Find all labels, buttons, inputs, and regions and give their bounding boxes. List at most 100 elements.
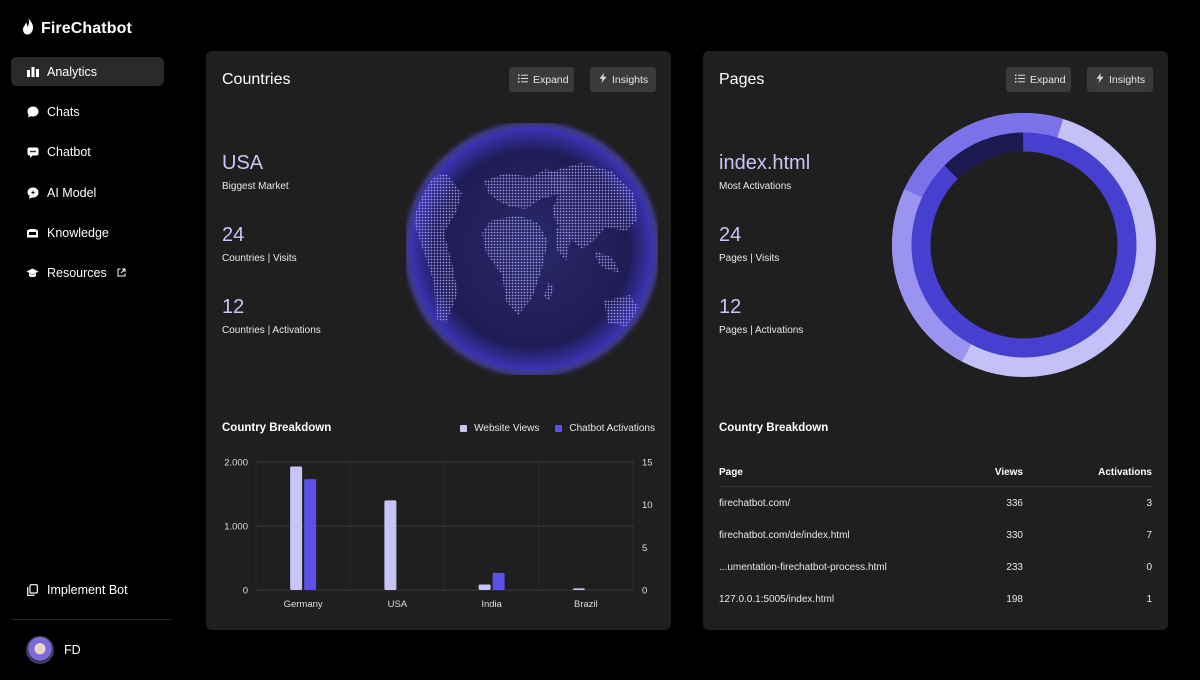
cell-activations: 0 xyxy=(1146,561,1152,573)
section-title: Country Breakdown xyxy=(719,422,829,434)
table-row[interactable]: firechatbot.com/ 336 3 xyxy=(719,487,1152,519)
pages-table: Page Views Activations firechatbot.com/ … xyxy=(719,459,1152,615)
cell-page: ...umentation-firechatbot-process.html xyxy=(719,561,887,573)
column-header-views[interactable]: Views xyxy=(994,467,1023,478)
continent-africa xyxy=(482,215,548,315)
column-header-activations[interactable]: Activations xyxy=(1098,467,1152,478)
section-title: Country Breakdown xyxy=(222,422,332,434)
continent-madagascar xyxy=(544,283,554,301)
cell-views: 336 xyxy=(1006,497,1023,509)
bar-website-views xyxy=(572,588,585,590)
stat-label: Countries | Visits xyxy=(222,253,297,264)
stat-value: 12 xyxy=(719,296,742,318)
sidebar-divider xyxy=(11,619,171,620)
continent-asia xyxy=(546,163,638,249)
user-menu[interactable]: FD xyxy=(26,636,81,664)
y-tick-left: 1.000 xyxy=(224,522,248,533)
expand-button[interactable]: Expand xyxy=(1006,67,1071,92)
stat-value: index.html xyxy=(719,152,811,174)
copy-icon xyxy=(26,583,39,596)
sidebar-item-label: Chatbot xyxy=(47,145,91,160)
cell-page: firechatbot.com/de/index.html xyxy=(719,529,850,541)
donut-inner-dark-segment xyxy=(911,132,1137,358)
table-row[interactable]: firechatbot.com/de/index.html 330 7 xyxy=(719,519,1152,551)
external-link-icon xyxy=(117,266,126,280)
cell-activations: 7 xyxy=(1146,529,1152,541)
chart-legend: Website Views Chatbot Activations xyxy=(460,423,655,434)
table-row[interactable]: ...umentation-firechatbot-process.html 2… xyxy=(719,551,1152,583)
y-tick-right: 10 xyxy=(642,500,653,511)
user-initials: FD xyxy=(64,643,81,657)
cell-page: firechatbot.com/ xyxy=(719,497,791,509)
continent-americas xyxy=(414,173,462,323)
brand-name: FireChatbot xyxy=(41,20,132,37)
bar-website-views xyxy=(384,500,397,590)
sidebar-item-label: Resources xyxy=(47,266,107,281)
sidebar-item-label: Chats xyxy=(47,104,80,119)
expand-label: Expand xyxy=(1030,73,1066,86)
sidebar-item-resources[interactable]: Resources xyxy=(11,259,164,288)
cell-activations: 3 xyxy=(1146,497,1152,509)
sidebar-item-analytics[interactable]: Analytics xyxy=(11,57,164,86)
panel-title: Countries xyxy=(222,71,291,88)
countries-panel: Countries Expand Insights USA Biggest Ma… xyxy=(206,51,671,630)
lightning-icon xyxy=(1096,73,1104,86)
sidebar-item-chatbot[interactable]: Chatbot xyxy=(11,138,164,167)
cell-views: 198 xyxy=(1006,593,1023,605)
panel-title: Pages xyxy=(719,71,765,88)
cell-views: 233 xyxy=(1006,561,1023,573)
stat-label: Biggest Market xyxy=(222,181,289,192)
stat-value: 24 xyxy=(719,224,742,246)
sidebar-item-chats[interactable]: Chats xyxy=(11,97,164,126)
sidebar-item-knowledge[interactable]: Knowledge xyxy=(11,219,164,248)
list-icon xyxy=(518,74,528,86)
country-bar-chart: 0 1.000 2.000 0 5 10 15 Germany USA India Brazil xyxy=(224,458,653,611)
implement-bot-section: Implement Bot xyxy=(11,575,164,615)
stat-label: Most Activations xyxy=(719,181,792,192)
stat-label: Pages | Activations xyxy=(719,325,804,336)
continent-india xyxy=(556,227,572,261)
donut-inner-ring xyxy=(911,132,1137,358)
legend-label: Chatbot Activations xyxy=(569,423,655,434)
pages-panel: Pages Expand Insights index.html Most Ac… xyxy=(703,51,1168,630)
continent-southeast-asia xyxy=(594,251,620,273)
avatar xyxy=(26,636,54,664)
table-row[interactable]: 127.0.0.1:5005/index.html 198 1 xyxy=(719,583,1152,615)
ai-model-icon xyxy=(26,186,39,199)
y-tick-left: 0 xyxy=(243,586,248,597)
flame-icon xyxy=(22,18,35,40)
expand-button[interactable]: Expand xyxy=(509,67,574,92)
insights-button[interactable]: Insights xyxy=(1087,67,1153,92)
y-tick-left: 2.000 xyxy=(224,458,248,469)
y-tick-right: 15 xyxy=(642,458,653,469)
insights-label: Insights xyxy=(1109,73,1146,86)
stat-value: 24 xyxy=(222,224,245,246)
legend-item-chatbot-activations[interactable]: Chatbot Activations xyxy=(555,423,655,434)
sidebar-item-ai-model[interactable]: AI Model xyxy=(11,178,164,207)
y-tick-right: 0 xyxy=(642,586,647,597)
sidebar-nav: Analytics Chats Chatbot AI Model Knowled… xyxy=(11,57,164,299)
x-tick-label: India xyxy=(481,599,502,610)
stat-value: USA xyxy=(222,152,264,174)
insights-label: Insights xyxy=(612,73,649,86)
stat-label: Pages | Visits xyxy=(719,253,780,264)
expand-label: Expand xyxy=(533,73,569,86)
sidebar-item-label: AI Model xyxy=(47,185,97,200)
chat-bubble-icon xyxy=(26,105,39,118)
legend-label: Website Views xyxy=(474,423,540,434)
pages-donut-chart xyxy=(892,113,1156,377)
y-tick-right: 5 xyxy=(642,543,647,554)
x-tick-label: USA xyxy=(388,599,408,610)
legend-swatch xyxy=(460,425,468,432)
legend-item-website-views[interactable]: Website Views xyxy=(460,423,539,434)
brand[interactable]: FireChatbot xyxy=(22,18,132,40)
bar-chart-icon xyxy=(26,65,39,78)
sidebar-item-label: Knowledge xyxy=(47,226,109,241)
stat-value: 12 xyxy=(222,296,245,318)
x-tick-label: Germany xyxy=(284,599,323,610)
cell-page: 127.0.0.1:5005/index.html xyxy=(719,593,835,605)
sidebar-item-implement-bot[interactable]: Implement Bot xyxy=(11,575,164,604)
insights-button[interactable]: Insights xyxy=(590,67,656,92)
column-header-page[interactable]: Page xyxy=(719,467,743,478)
bar-website-views xyxy=(478,584,491,590)
